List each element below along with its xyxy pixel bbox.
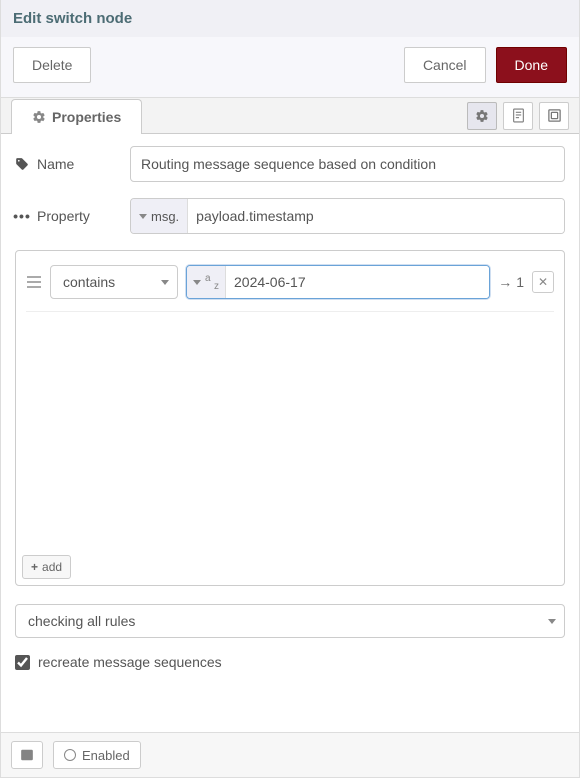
check-mode-row: checking all rules — [15, 604, 565, 638]
appearance-icon — [547, 108, 562, 123]
property-typed-input: msg. — [130, 198, 565, 234]
tray-toolbar: Delete Cancel Done — [1, 37, 579, 97]
tray-title: Edit switch node — [13, 4, 567, 37]
enabled-toggle-button[interactable]: Enabled — [53, 741, 141, 769]
tag-icon — [15, 157, 29, 171]
form-area: Name ••• Property msg. — [1, 134, 579, 732]
name-label: Name — [15, 156, 130, 172]
drag-handle[interactable] — [26, 276, 42, 288]
name-input[interactable] — [130, 146, 565, 182]
delete-button[interactable]: Delete — [13, 47, 91, 83]
file-icon — [512, 108, 525, 123]
tabs-row: Properties — [1, 98, 579, 134]
plus-icon: + — [31, 560, 38, 574]
caret-down-icon — [193, 280, 201, 285]
string-type-icon — [205, 275, 219, 289]
ellipsis-icon: ••• — [15, 208, 29, 224]
grip-icon — [27, 276, 41, 288]
property-type-selector[interactable]: msg. — [131, 199, 188, 233]
rules-list: contains → 1 — [16, 251, 564, 551]
rule-value-typed-input — [186, 265, 490, 299]
recreate-sequences-label: recreate message sequences — [38, 654, 222, 670]
rule-operator-select-wrap: contains — [50, 265, 178, 299]
rule-output-label: → 1 — [498, 274, 524, 290]
rule-row: contains → 1 — [26, 259, 554, 312]
caret-down-icon — [139, 214, 147, 219]
rule-value-input[interactable] — [226, 266, 489, 298]
check-mode-select[interactable]: checking all rules — [15, 604, 565, 638]
node-description-button[interactable] — [503, 102, 533, 130]
close-icon: ✕ — [538, 275, 548, 289]
add-rule-button[interactable]: + add — [22, 555, 71, 579]
tray-footer: Enabled — [1, 732, 579, 777]
arrow-right-icon: → — [498, 274, 512, 290]
rule-value-type-selector[interactable] — [187, 266, 226, 298]
name-row: Name — [15, 146, 565, 182]
property-input[interactable] — [188, 199, 564, 233]
gear-icon — [475, 109, 489, 123]
circle-icon — [64, 749, 76, 761]
node-appearance-button[interactable] — [539, 102, 569, 130]
tab-properties[interactable]: Properties — [11, 99, 142, 134]
rule-remove-button[interactable]: ✕ — [532, 271, 554, 293]
recreate-sequences-checkbox[interactable] — [15, 655, 30, 670]
rule-operator-select[interactable]: contains — [50, 265, 178, 299]
rules-box: contains → 1 — [15, 250, 565, 586]
node-settings-button[interactable] — [467, 102, 497, 130]
cancel-button[interactable]: Cancel — [404, 47, 486, 83]
done-button[interactable]: Done — [496, 47, 567, 83]
tab-properties-label: Properties — [52, 109, 121, 125]
book-icon — [20, 748, 34, 762]
gear-icon — [32, 110, 46, 124]
node-help-button[interactable] — [11, 741, 43, 769]
tray-header: Edit switch node Delete Cancel Done — [1, 0, 579, 98]
recreate-sequences-row[interactable]: recreate message sequences — [15, 654, 565, 670]
editor-tray: Edit switch node Delete Cancel Done Prop… — [0, 0, 580, 778]
property-label: ••• Property — [15, 208, 130, 224]
property-row: ••• Property msg. — [15, 198, 565, 234]
